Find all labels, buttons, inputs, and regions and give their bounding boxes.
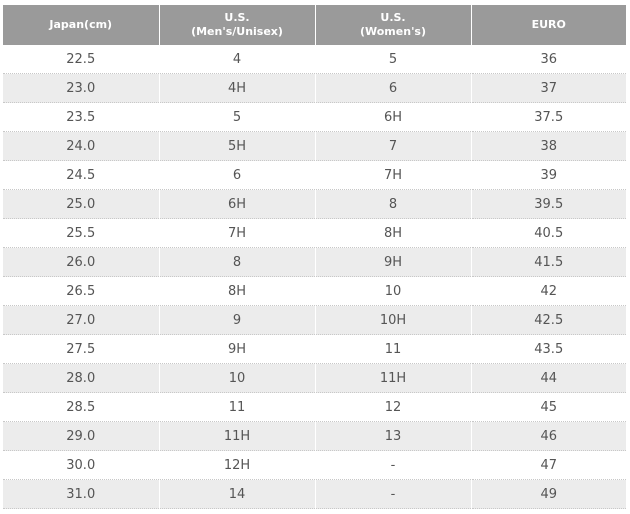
cell-us-womens: 10 (315, 276, 472, 306)
cell-us-mens: 8 (159, 247, 316, 277)
header-us-womens-line2: (Women's) (359, 25, 427, 38)
table-body: 22.5 4 5 36 23.0 4H 6 37 23.5 5 6H 37.5 24.0 5H 7 38… (3, 45, 626, 509)
shoe-size-conversion-table: Japan(cm) U.S. (Men's/Unisex) U.S. (Wome… (3, 5, 626, 509)
cell-us-womens: 7H (315, 160, 472, 190)
cell-euro: 40.5 (471, 218, 626, 248)
cell-japan-cm: 28.5 (3, 392, 160, 422)
cell-euro: 45 (471, 392, 626, 422)
table-row: 31.0 14-49 (3, 479, 626, 509)
cell-japan-cm: 27.5 (3, 334, 160, 364)
cell-euro: 38 (471, 131, 626, 161)
cell-us-womens: 8H (315, 218, 472, 248)
cell-euro: 39 (471, 160, 626, 190)
cell-japan-cm: 31.0 (3, 479, 160, 509)
cell-us-womens: 5 (315, 45, 472, 74)
cell-us-womens: 8 (315, 189, 472, 219)
cell-japan-cm: 24.5 (3, 160, 160, 190)
table-row: 24.5 6 7H 39 (3, 160, 626, 190)
header-us-womens: U.S. (Women's) (315, 5, 472, 45)
cell-us-mens: 6 (159, 160, 316, 190)
cell-us-womens: - (315, 479, 472, 509)
table-row: 25.5 7H 8H 40.5 (3, 218, 626, 248)
table-row: 27.5 9H 11 43.5 (3, 334, 626, 364)
cell-euro: 44 (471, 363, 626, 393)
table-row: 26.5 8H 10 42 (3, 276, 626, 306)
cell-us-mens: 6H (159, 189, 316, 219)
table-row: 24.0 5H 7 38 (3, 131, 626, 161)
header-us-mens-line1: U.S. (224, 11, 250, 24)
header-japan-cm: Japan(cm) (3, 5, 160, 45)
cell-japan-cm: 25.5 (3, 218, 160, 248)
cell-euro: 42 (471, 276, 626, 306)
table-row: 26.0 8 9H 41.5 (3, 247, 626, 277)
header-us-mens-line2: (Men's/Unisex) (191, 25, 283, 38)
table-header-row: Japan(cm) U.S. (Men's/Unisex) U.S. (Wome… (3, 5, 626, 45)
cell-euro: 46 (471, 421, 626, 451)
cell-us-mens: 4H (159, 73, 316, 103)
cell-euro: 37 (471, 73, 626, 103)
cell-japan-cm: 30.0 (3, 450, 160, 480)
cell-japan-cm: 25.0 (3, 189, 160, 219)
cell-us-mens: 5 (159, 102, 316, 132)
header-euro: EURO (471, 5, 626, 45)
cell-us-womens: 10H (315, 305, 472, 335)
cell-us-womens: - (315, 450, 472, 480)
table-row: 22.5 4 5 36 (3, 45, 626, 74)
header-us-mens-unisex: U.S. (Men's/Unisex) (159, 5, 316, 45)
cell-japan-cm: 26.5 (3, 276, 160, 306)
header-euro-label: EURO (531, 18, 566, 31)
table-row: 28.5 11 12 45 (3, 392, 626, 422)
cell-us-womens: 11H (315, 363, 472, 393)
cell-japan-cm: 23.5 (3, 102, 160, 132)
cell-us-mens: 14 (159, 479, 316, 509)
table-row: 27.0 9 10H 42.5 (3, 305, 626, 335)
cell-us-womens: 6 (315, 73, 472, 103)
table-row: 25.0 6H 8 39.5 (3, 189, 626, 219)
cell-us-womens: 9H (315, 247, 472, 277)
cell-us-womens: 6H (315, 102, 472, 132)
cell-japan-cm: 24.0 (3, 131, 160, 161)
table-row: 23.5 5 6H 37.5 (3, 102, 626, 132)
cell-japan-cm: 28.0 (3, 363, 160, 393)
cell-us-mens: 4 (159, 45, 316, 74)
cell-us-mens: 8H (159, 276, 316, 306)
header-us-womens-line1: U.S. (380, 11, 406, 24)
cell-japan-cm: 27.0 (3, 305, 160, 335)
cell-euro: 37.5 (471, 102, 626, 132)
cell-us-mens: 10 (159, 363, 316, 393)
header-japan-cm-label: Japan(cm) (49, 18, 113, 31)
cell-japan-cm: 22.5 (3, 45, 160, 74)
cell-euro: 36 (471, 45, 626, 74)
cell-euro: 47 (471, 450, 626, 480)
cell-us-mens: 12H (159, 450, 316, 480)
cell-japan-cm: 23.0 (3, 73, 160, 103)
cell-us-mens: 7H (159, 218, 316, 248)
cell-us-mens: 11H (159, 421, 316, 451)
cell-us-womens: 11 (315, 334, 472, 364)
cell-us-womens: 7 (315, 131, 472, 161)
cell-us-womens: 13 (315, 421, 472, 451)
cell-euro: 42.5 (471, 305, 626, 335)
cell-euro: 43.5 (471, 334, 626, 364)
cell-japan-cm: 26.0 (3, 247, 160, 277)
cell-euro: 39.5 (471, 189, 626, 219)
table-row: 23.0 4H 6 37 (3, 73, 626, 103)
cell-japan-cm: 29.0 (3, 421, 160, 451)
table-row: 30.0 12H -47 (3, 450, 626, 480)
cell-us-mens: 5H (159, 131, 316, 161)
cell-euro: 41.5 (471, 247, 626, 277)
cell-euro: 49 (471, 479, 626, 509)
cell-us-mens: 9 (159, 305, 316, 335)
table-row: 28.0 10 11H 44 (3, 363, 626, 393)
cell-us-mens: 9H (159, 334, 316, 364)
cell-us-womens: 12 (315, 392, 472, 422)
cell-us-mens: 11 (159, 392, 316, 422)
table-row: 29.0 11H 13 46 (3, 421, 626, 451)
